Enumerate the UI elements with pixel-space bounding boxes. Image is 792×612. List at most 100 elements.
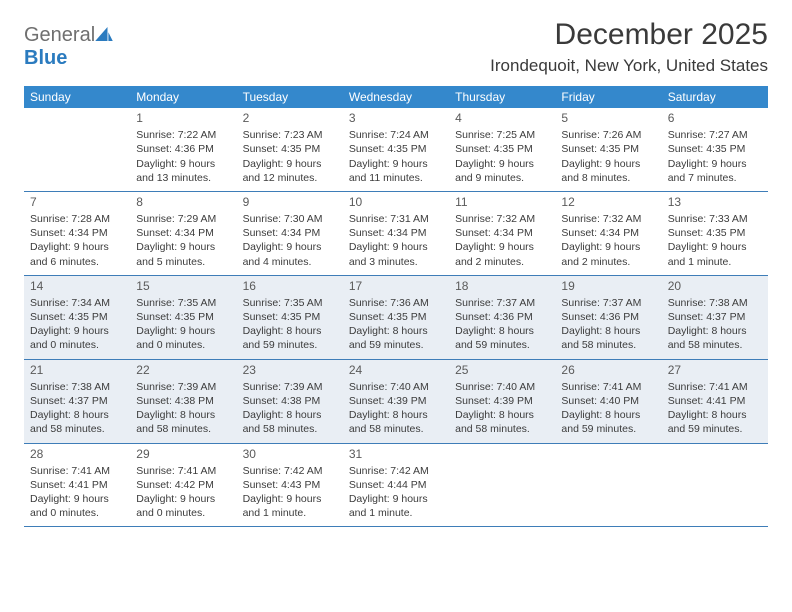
sunset-text: Sunset: 4:41 PM [668, 394, 762, 408]
week-row: 14Sunrise: 7:34 AMSunset: 4:35 PMDayligh… [24, 276, 768, 360]
sunset-text: Sunset: 4:34 PM [243, 226, 337, 240]
sunrise-text: Sunrise: 7:41 AM [668, 380, 762, 394]
day-cell [449, 444, 555, 527]
day-number: 14 [30, 278, 124, 294]
sunrise-text: Sunrise: 7:39 AM [136, 380, 230, 394]
weekday-header: Thursday [449, 86, 555, 108]
topbar: General Blue December 2025 Irondequoit, … [24, 18, 768, 76]
sunset-text: Sunset: 4:34 PM [455, 226, 549, 240]
sunset-text: Sunset: 4:36 PM [561, 310, 655, 324]
daylight-text: Daylight: 9 hours and 13 minutes. [136, 157, 230, 185]
weekday-header: Monday [130, 86, 236, 108]
sunset-text: Sunset: 4:35 PM [136, 310, 230, 324]
day-number: 6 [668, 110, 762, 126]
sunrise-text: Sunrise: 7:41 AM [30, 464, 124, 478]
daylight-text: Daylight: 8 hours and 59 minutes. [561, 408, 655, 436]
day-cell: 10Sunrise: 7:31 AMSunset: 4:34 PMDayligh… [343, 192, 449, 275]
day-cell: 2Sunrise: 7:23 AMSunset: 4:35 PMDaylight… [237, 108, 343, 191]
week-row: 21Sunrise: 7:38 AMSunset: 4:37 PMDayligh… [24, 360, 768, 444]
title-block: December 2025 Irondequoit, New York, Uni… [490, 18, 768, 76]
day-cell: 24Sunrise: 7:40 AMSunset: 4:39 PMDayligh… [343, 360, 449, 443]
day-cell: 30Sunrise: 7:42 AMSunset: 4:43 PMDayligh… [237, 444, 343, 527]
day-cell: 18Sunrise: 7:37 AMSunset: 4:36 PMDayligh… [449, 276, 555, 359]
day-cell [24, 108, 130, 191]
weekday-header: Tuesday [237, 86, 343, 108]
day-number: 7 [30, 194, 124, 210]
day-number: 29 [136, 446, 230, 462]
sail-icon [95, 27, 113, 41]
day-cell: 20Sunrise: 7:38 AMSunset: 4:37 PMDayligh… [662, 276, 768, 359]
day-number: 2 [243, 110, 337, 126]
sunrise-text: Sunrise: 7:37 AM [455, 296, 549, 310]
daylight-text: Daylight: 9 hours and 2 minutes. [561, 240, 655, 268]
day-number: 27 [668, 362, 762, 378]
day-cell: 28Sunrise: 7:41 AMSunset: 4:41 PMDayligh… [24, 444, 130, 527]
day-number: 16 [243, 278, 337, 294]
sunset-text: Sunset: 4:42 PM [136, 478, 230, 492]
sunset-text: Sunset: 4:35 PM [668, 142, 762, 156]
sunrise-text: Sunrise: 7:42 AM [349, 464, 443, 478]
calendar-page: General Blue December 2025 Irondequoit, … [0, 0, 792, 527]
weekday-header: Sunday [24, 86, 130, 108]
sunset-text: Sunset: 4:35 PM [455, 142, 549, 156]
day-cell: 8Sunrise: 7:29 AMSunset: 4:34 PMDaylight… [130, 192, 236, 275]
day-cell: 17Sunrise: 7:36 AMSunset: 4:35 PMDayligh… [343, 276, 449, 359]
day-number: 15 [136, 278, 230, 294]
sunrise-text: Sunrise: 7:29 AM [136, 212, 230, 226]
daylight-text: Daylight: 8 hours and 58 minutes. [349, 408, 443, 436]
sunset-text: Sunset: 4:37 PM [30, 394, 124, 408]
daylight-text: Daylight: 9 hours and 5 minutes. [136, 240, 230, 268]
sunrise-text: Sunrise: 7:37 AM [561, 296, 655, 310]
daylight-text: Daylight: 8 hours and 59 minutes. [668, 408, 762, 436]
week-row: 1Sunrise: 7:22 AMSunset: 4:36 PMDaylight… [24, 108, 768, 192]
sunrise-text: Sunrise: 7:31 AM [349, 212, 443, 226]
sunset-text: Sunset: 4:44 PM [349, 478, 443, 492]
day-cell: 21Sunrise: 7:38 AMSunset: 4:37 PMDayligh… [24, 360, 130, 443]
sunset-text: Sunset: 4:35 PM [30, 310, 124, 324]
sunrise-text: Sunrise: 7:22 AM [136, 128, 230, 142]
sunrise-text: Sunrise: 7:35 AM [136, 296, 230, 310]
sunset-text: Sunset: 4:35 PM [243, 310, 337, 324]
day-number: 31 [349, 446, 443, 462]
daylight-text: Daylight: 9 hours and 0 minutes. [30, 492, 124, 520]
daylight-text: Daylight: 8 hours and 58 minutes. [30, 408, 124, 436]
day-cell: 16Sunrise: 7:35 AMSunset: 4:35 PMDayligh… [237, 276, 343, 359]
day-number: 11 [455, 194, 549, 210]
sunset-text: Sunset: 4:35 PM [561, 142, 655, 156]
day-number: 10 [349, 194, 443, 210]
day-number: 1 [136, 110, 230, 126]
day-cell: 27 Sunrise: 7:41 AMSunset: 4:41 PMDayligh… [662, 360, 768, 443]
sunrise-text: Sunrise: 7:24 AM [349, 128, 443, 142]
sunrise-text: Sunrise: 7:32 AM [455, 212, 549, 226]
weeks-container: 1 Sunrise: 7:22 AM Sunset: 4:36 PM Daylight… [24, 108, 768, 527]
logo: General Blue [24, 18, 113, 70]
sunrise-text: Sunrise: 7:26 AM [561, 128, 655, 142]
day-cell [555, 444, 661, 527]
sunset-text: Sunset: 4:35 PM [349, 310, 443, 324]
day-number: 17 [349, 278, 443, 294]
day-number: 12 [561, 194, 655, 210]
day-cell: 14Sunrise: 7:34 AMSunset: 4:35 PMDayligh… [24, 276, 130, 359]
sunset-text: Sunset: 4:37 PM [668, 310, 762, 324]
sunset-text: Sunset: 4:34 PM [30, 226, 124, 240]
sunset-text: Sunset: 4:38 PM [136, 394, 230, 408]
daylight-text: Daylight: 9 hours and 4 minutes. [243, 240, 337, 268]
daylight-text: Daylight: 9 hours and 8 minutes. [561, 157, 655, 185]
day-cell: 5Sunrise: 7:26 AMSunset: 4:35 PMDaylight… [555, 108, 661, 191]
sunrise-text: Sunrise: 7:36 AM [349, 296, 443, 310]
daylight-text: Daylight: 9 hours and 1 minute. [349, 492, 443, 520]
day-number: 23 [243, 362, 337, 378]
weekday-header: Saturday [662, 86, 768, 108]
daylight-text: Daylight: 9 hours and 7 minutes. [668, 157, 762, 185]
daylight-text: Daylight: 9 hours and 1 minute. [668, 240, 762, 268]
sunrise-text: Sunrise: 7:42 AM [243, 464, 337, 478]
daylight-text: Daylight: 9 hours and 0 minutes. [136, 324, 230, 352]
day-cell: 26Sunrise: 7:41 AMSunset: 4:40 PMDayligh… [555, 360, 661, 443]
sunset-text: Sunset: 4:40 PM [561, 394, 655, 408]
daylight-text: Daylight: 8 hours and 59 minutes. [455, 324, 549, 352]
day-number: 26 [561, 362, 655, 378]
week-row: 7Sunrise: 7:28 AMSunset: 4:34 PMDaylight… [24, 192, 768, 276]
day-number: 30 [243, 446, 337, 462]
week-row: 28Sunrise: 7:41 AMSunset: 4:41 PMDayligh… [24, 444, 768, 528]
sunset-text: Sunset: 4:35 PM [668, 226, 762, 240]
